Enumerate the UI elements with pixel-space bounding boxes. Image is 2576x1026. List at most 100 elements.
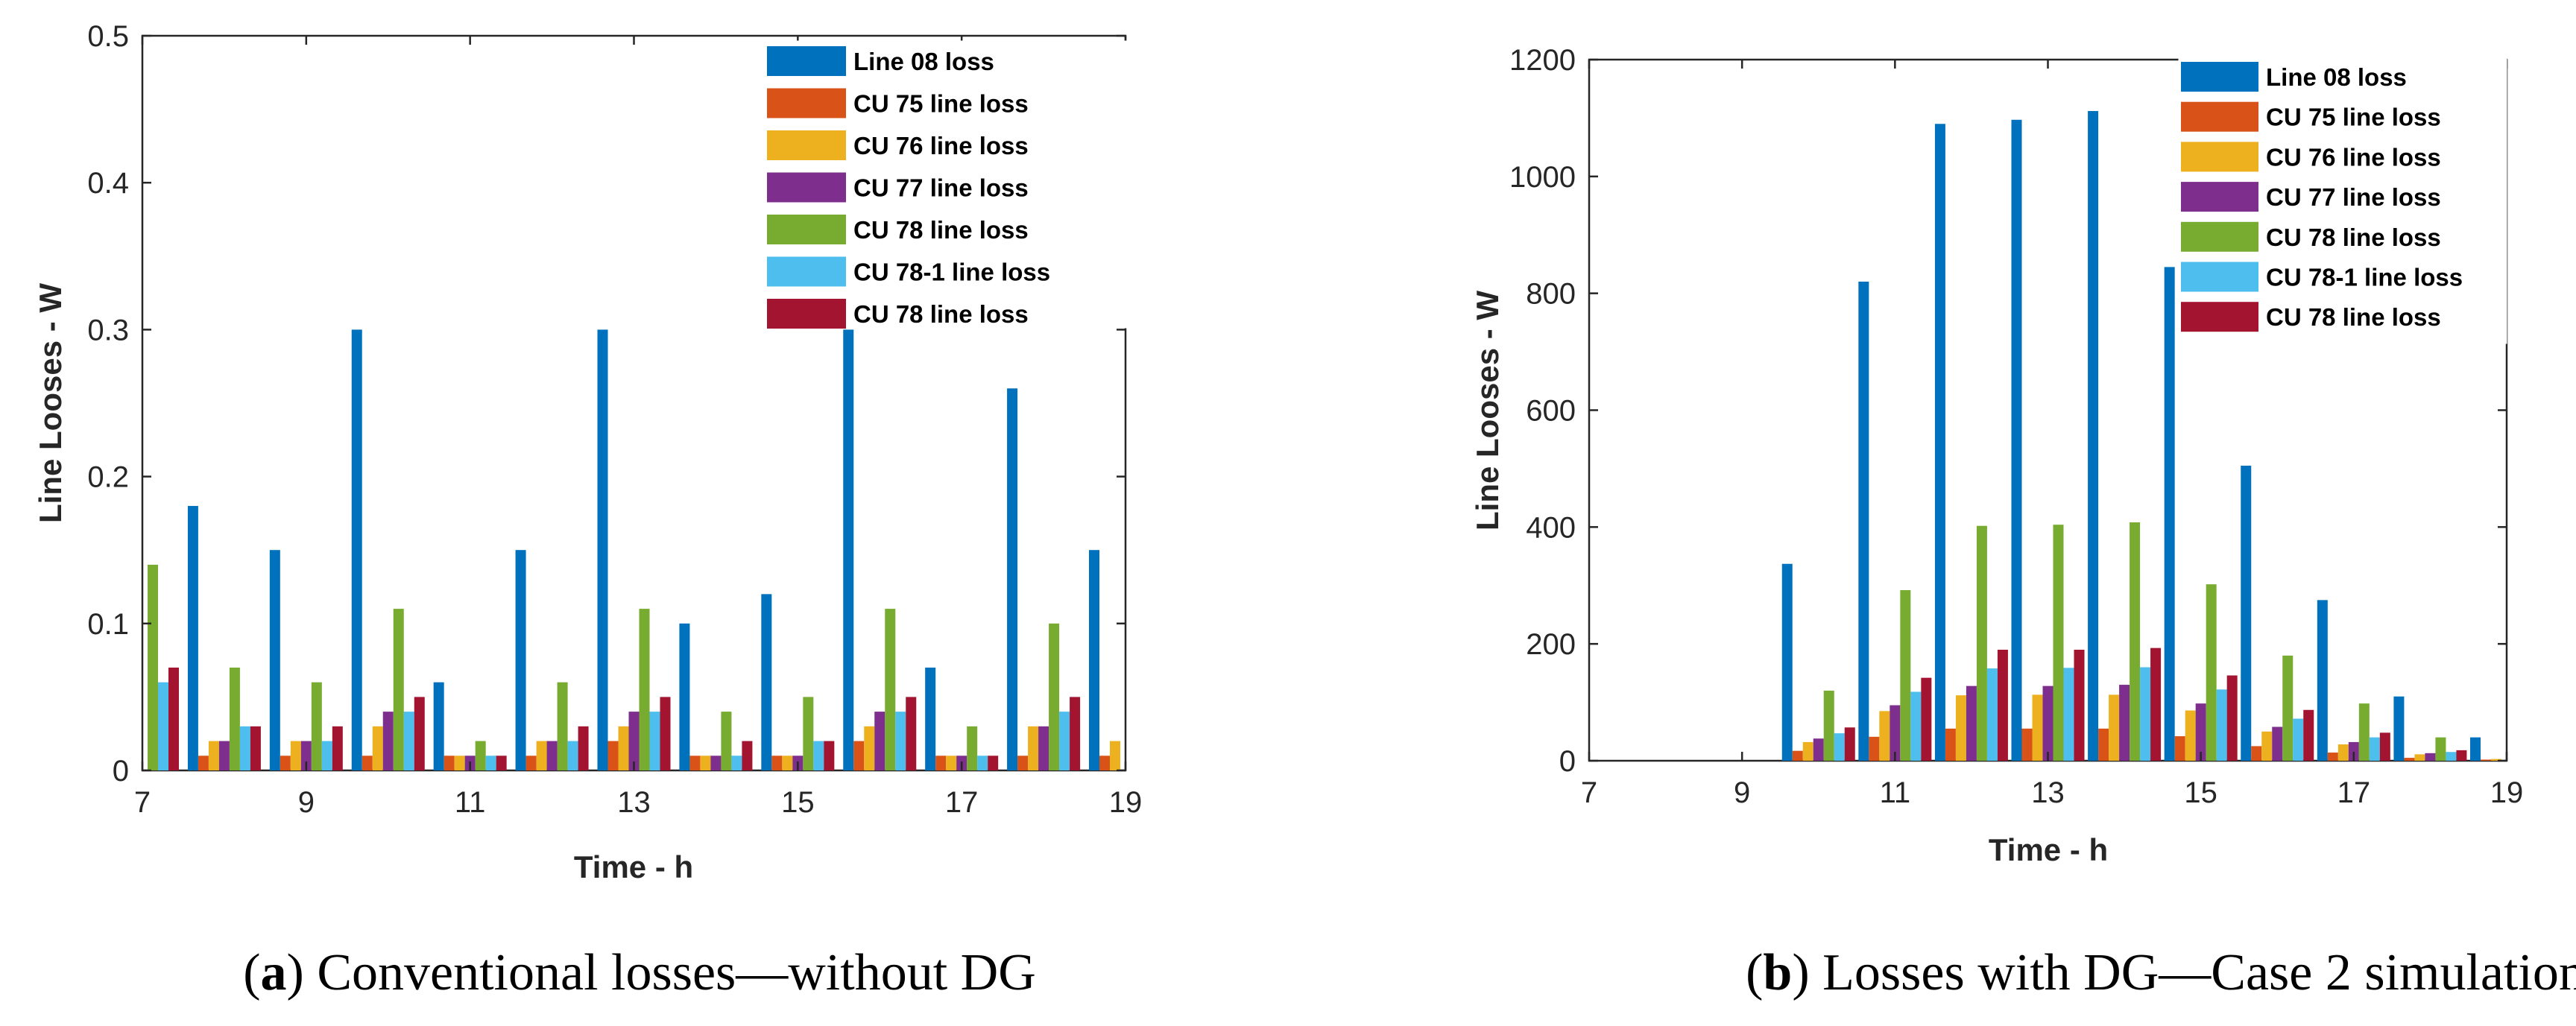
y-axis-title-b: Line Looses - W xyxy=(1470,291,1505,531)
y-tick-label-a-5: 0.5 xyxy=(87,20,129,53)
bar-a-s5-t15 xyxy=(813,741,824,770)
bar-b-s0-t13 xyxy=(2011,119,2022,761)
bar-b-s2-t10 xyxy=(1802,741,1813,761)
bar-a-s5-t11 xyxy=(485,756,496,770)
bar-a-s5-t9 xyxy=(321,741,332,770)
bar-b-s2-t16 xyxy=(2261,731,2273,761)
bar-b-s2-t13 xyxy=(2032,694,2043,761)
legend-label-b-4: CU 78 line loss xyxy=(2266,224,2441,251)
y-tick-label-a-0: 0 xyxy=(113,755,129,788)
bar-a-s1-t19 xyxy=(1099,756,1110,770)
bar-b-s5-t12 xyxy=(1986,668,1998,761)
bar-a-s3-t10 xyxy=(382,712,394,770)
x-tick-label-b-2: 11 xyxy=(1880,776,1911,809)
bar-a-s5-t18 xyxy=(1059,712,1070,770)
caption-a-close: ) xyxy=(287,944,304,1001)
bar-a-s4-t13 xyxy=(639,609,650,770)
bar-a-s6-t10 xyxy=(414,697,425,770)
chart-panel-b: 0 200 400 600 800 1000 1200 7 9 11 13 15 17 19 Line … xyxy=(1470,44,2576,1001)
x-axis-title-a: Time - h xyxy=(574,849,693,884)
caption-a-open: ( xyxy=(243,944,260,1001)
legend-label-a-6: CU 78 line loss xyxy=(853,300,1029,328)
bar-a-s4-t18 xyxy=(1049,623,1060,770)
legend-swatch-b-5 xyxy=(2181,262,2258,292)
bar-a-s0-t8 xyxy=(187,506,198,770)
y-tick-label-a-3: 0.3 xyxy=(87,314,129,346)
bar-a-s4-t7 xyxy=(148,564,158,770)
bar-a-s6-t17 xyxy=(988,756,999,770)
legend-swatch-b-0 xyxy=(2181,62,2258,92)
bar-b-s3-t18 xyxy=(2425,753,2436,761)
bar-b-s2-t18 xyxy=(2414,754,2425,761)
bar-a-s6-t8 xyxy=(250,726,261,770)
bar-a-s4-t16 xyxy=(885,609,896,770)
bar-a-s6-t18 xyxy=(1070,697,1081,770)
legend-label-b-5: CU 78-1 line loss xyxy=(2266,264,2463,291)
bar-a-s6-t16 xyxy=(906,697,917,770)
bar-b-s1-t15 xyxy=(2174,736,2185,761)
bar-a-s5-t10 xyxy=(403,712,414,770)
bar-b-s4-t14 xyxy=(2130,522,2141,761)
bar-a-s2-t17 xyxy=(946,756,957,770)
x-tick-label-a-1: 9 xyxy=(298,786,315,819)
x-tick-label-b-0: 7 xyxy=(1581,776,1597,809)
bar-b-s1-t14 xyxy=(2098,728,2109,761)
x-tick-label-b-5: 17 xyxy=(2337,776,2371,809)
bar-a-s4-t11 xyxy=(475,741,486,770)
bar-b-s3-t15 xyxy=(2195,703,2206,761)
bar-a-s5-t7 xyxy=(158,682,168,770)
caption-a: (a) Conventional losses—without DG xyxy=(243,944,1036,1001)
bar-a-s2-t15 xyxy=(782,756,793,770)
bar-b-s6-t10 xyxy=(1844,727,1855,761)
bar-b-s6-t18 xyxy=(2456,750,2467,761)
y-tick-label-b-4: 800 xyxy=(1526,278,1576,311)
bar-b-s5-t13 xyxy=(2063,668,2074,761)
bar-a-s1-t16 xyxy=(853,741,865,770)
bar-a-s1-t14 xyxy=(689,756,701,770)
bars-group-a xyxy=(148,329,1120,770)
legend-swatch-a-6 xyxy=(767,299,846,329)
bar-b-s2-t19 xyxy=(2491,759,2501,761)
legend-label-b-0: Line 08 loss xyxy=(2266,63,2407,91)
legend-label-b-6: CU 78 line loss xyxy=(2266,303,2441,331)
x-tick-label-a-4: 15 xyxy=(781,786,815,819)
bar-b-s1-t12 xyxy=(1945,728,1956,761)
bar-a-s0-t16 xyxy=(843,329,854,770)
bar-b-s0-t15 xyxy=(2164,267,2175,761)
bar-a-s2-t10 xyxy=(372,726,383,770)
bar-b-s4-t16 xyxy=(2282,655,2294,761)
bar-a-s6-t13 xyxy=(660,697,671,770)
caption-a-letter: a xyxy=(261,944,287,1001)
bar-b-s0-t12 xyxy=(1934,124,1945,761)
legend-label-b-1: CU 75 line loss xyxy=(2266,104,2441,131)
bar-a-s1-t13 xyxy=(607,741,619,770)
x-axis-title-b: Time - h xyxy=(1989,832,2108,867)
x-tick-label-a-3: 13 xyxy=(617,786,651,819)
bar-a-s3-t16 xyxy=(874,712,886,770)
x-tick-label-b-6: 19 xyxy=(2490,776,2524,809)
caption-b-text: Losses with DG—Case 2 simulation xyxy=(1810,944,2576,1001)
legend-swatch-b-4 xyxy=(2181,221,2258,252)
bar-a-s4-t14 xyxy=(721,712,732,770)
bar-a-s4-t9 xyxy=(311,682,322,770)
bar-a-s5-t17 xyxy=(977,756,988,770)
legend-swatch-a-1 xyxy=(767,88,846,118)
bar-b-s2-t17 xyxy=(2337,744,2349,761)
y-tick-label-b-5: 1000 xyxy=(1509,161,1576,194)
bar-a-s3-t12 xyxy=(546,741,558,770)
bar-b-s6-t17 xyxy=(2379,732,2390,761)
bar-a-s0-t14 xyxy=(679,623,690,770)
bar-a-s5-t12 xyxy=(567,741,578,770)
bar-a-s3-t14 xyxy=(710,756,722,770)
bar-a-s3-t13 xyxy=(628,712,640,770)
bar-a-s4-t12 xyxy=(557,682,568,770)
bar-b-s1-t18 xyxy=(2404,758,2415,761)
bar-a-s2-t19 xyxy=(1110,741,1120,770)
bar-b-s0-t18 xyxy=(2393,696,2405,761)
bar-b-s3-t12 xyxy=(1966,685,1977,761)
bar-b-s6-t16 xyxy=(2303,709,2314,761)
bar-a-s2-t11 xyxy=(454,756,465,770)
bar-a-s4-t10 xyxy=(393,609,404,770)
bar-b-s6-t14 xyxy=(2150,647,2162,761)
bar-b-s5-t11 xyxy=(1910,691,1922,761)
